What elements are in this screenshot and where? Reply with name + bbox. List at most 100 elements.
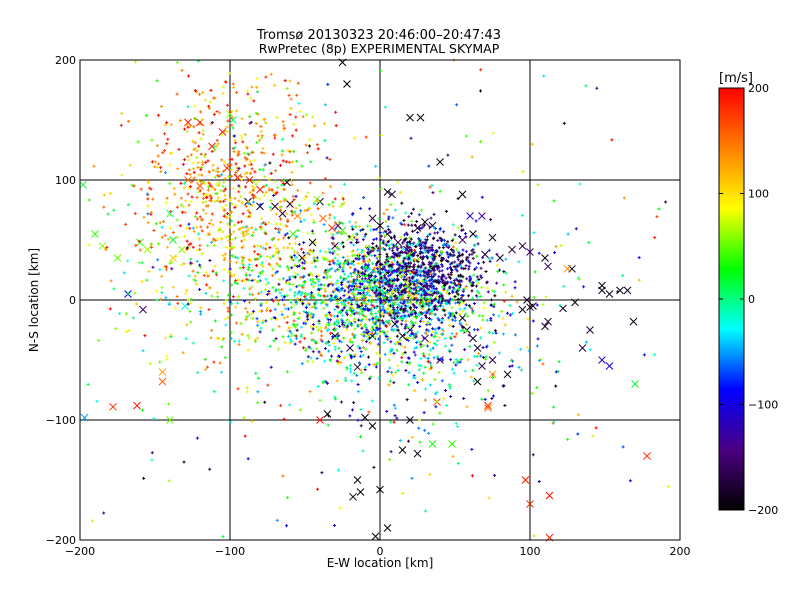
cross-marker xyxy=(541,322,549,331)
plus-marker xyxy=(401,308,405,312)
plus-marker xyxy=(411,252,415,256)
cross-marker xyxy=(478,362,486,370)
plus-marker xyxy=(354,296,358,300)
plus-marker xyxy=(429,366,433,370)
plus-marker xyxy=(405,335,409,339)
plus-marker xyxy=(320,300,324,304)
plus-marker xyxy=(335,359,339,363)
plus-marker xyxy=(164,268,168,272)
plus-marker xyxy=(396,364,400,368)
plus-marker xyxy=(314,240,318,244)
plus-marker xyxy=(298,109,302,113)
plus-marker xyxy=(348,353,352,357)
plus-marker xyxy=(165,354,169,358)
plus-marker xyxy=(313,124,317,128)
plus-marker xyxy=(392,420,396,424)
plus-marker xyxy=(308,250,312,254)
plus-marker xyxy=(388,336,392,340)
plus-marker xyxy=(385,409,389,413)
plus-marker xyxy=(267,187,271,191)
plus-marker xyxy=(355,240,359,244)
plus-marker xyxy=(450,332,454,336)
plus-marker xyxy=(250,285,254,289)
y-tick-label: −100 xyxy=(46,414,76,427)
plus-marker xyxy=(285,370,289,374)
plus-marker xyxy=(349,296,353,300)
plus-marker xyxy=(405,315,409,319)
plus-marker xyxy=(315,143,319,147)
plus-marker xyxy=(426,360,430,364)
plus-marker xyxy=(388,247,392,251)
plus-marker xyxy=(357,272,361,276)
plus-marker xyxy=(176,301,180,305)
plus-marker xyxy=(430,261,434,265)
cross-marker xyxy=(169,236,177,244)
cross-marker xyxy=(331,332,339,340)
plus-marker xyxy=(299,209,303,213)
plus-marker xyxy=(335,323,339,327)
plus-marker xyxy=(197,232,201,236)
plus-marker xyxy=(189,153,193,157)
plus-marker xyxy=(471,296,475,300)
plus-marker xyxy=(363,314,367,318)
plus-marker xyxy=(181,162,185,166)
plus-marker xyxy=(288,288,292,292)
plus-marker xyxy=(187,158,191,162)
plus-marker xyxy=(182,262,186,266)
plus-marker xyxy=(317,322,321,326)
plus-marker xyxy=(256,401,260,405)
plus-marker xyxy=(407,269,411,273)
plus-marker xyxy=(493,329,497,333)
plus-marker xyxy=(341,255,345,259)
plus-marker xyxy=(293,250,297,254)
plus-marker xyxy=(450,343,454,347)
plus-marker xyxy=(158,268,162,272)
plus-marker xyxy=(251,293,255,297)
plus-marker xyxy=(315,357,319,361)
plus-marker xyxy=(396,274,400,278)
plus-marker xyxy=(310,261,314,265)
plus-marker xyxy=(468,345,472,349)
plus-marker xyxy=(413,258,417,262)
plus-marker xyxy=(452,371,456,375)
plus-marker xyxy=(433,273,437,277)
plus-marker xyxy=(510,294,514,298)
plus-marker xyxy=(493,302,497,306)
cross-marker xyxy=(428,440,437,448)
plus-marker xyxy=(415,243,419,247)
plus-marker xyxy=(309,213,313,217)
plus-marker xyxy=(247,301,251,305)
plus-marker xyxy=(413,305,417,309)
plus-marker xyxy=(250,184,254,188)
cross-marker xyxy=(643,452,651,460)
plus-marker xyxy=(87,198,91,202)
plus-marker xyxy=(195,225,199,229)
plus-marker xyxy=(362,330,366,334)
plus-marker xyxy=(124,312,128,316)
plus-marker xyxy=(252,278,256,282)
plus-marker xyxy=(352,263,356,267)
plus-marker xyxy=(371,249,375,253)
plus-marker xyxy=(216,170,220,174)
plus-marker xyxy=(378,361,382,365)
plus-marker xyxy=(383,353,387,357)
plus-marker xyxy=(446,153,450,157)
plus-marker xyxy=(150,160,154,164)
plus-marker xyxy=(401,301,405,305)
plus-marker xyxy=(301,302,305,306)
plus-marker xyxy=(346,258,350,262)
plus-marker xyxy=(415,283,419,287)
plus-marker xyxy=(360,248,364,252)
plus-marker xyxy=(416,264,420,268)
plus-marker xyxy=(489,318,493,322)
plus-marker xyxy=(372,465,376,469)
plus-marker xyxy=(293,236,297,240)
plus-marker xyxy=(263,175,267,179)
plus-marker xyxy=(248,190,252,194)
plus-marker xyxy=(264,232,268,236)
plus-marker xyxy=(260,222,264,226)
plus-marker xyxy=(275,318,279,322)
plus-marker xyxy=(431,346,435,350)
plus-marker xyxy=(400,297,404,301)
plus-marker xyxy=(426,356,430,360)
